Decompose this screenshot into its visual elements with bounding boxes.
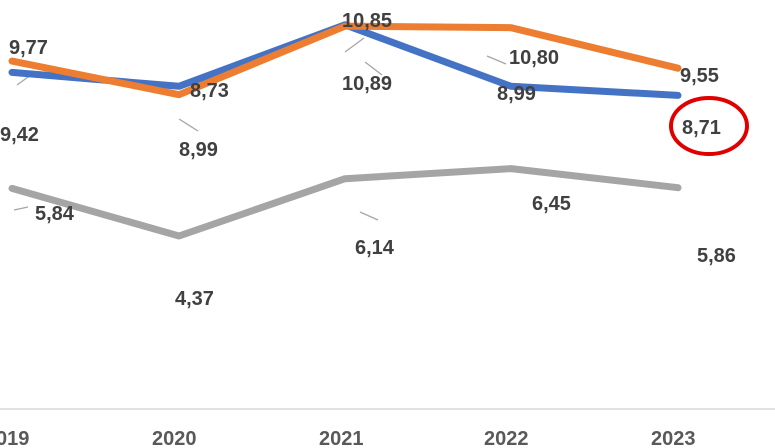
data-labels: 9,42 8,99 10,89 8,99 8,71 9,77 8,73 10,85 10,80 9… bbox=[0, 10, 736, 310]
series-lines bbox=[8, 21, 682, 240]
data-label: 8,99 bbox=[179, 139, 218, 161]
data-label: 6,45 bbox=[532, 193, 571, 215]
x-tick-label: 2023 bbox=[651, 428, 696, 448]
series-line-3 bbox=[8, 165, 682, 240]
x-axis-ticks: 019 2020 2021 2022 2023 bbox=[0, 428, 696, 448]
data-label: 8,73 bbox=[190, 80, 229, 102]
leader-line bbox=[364, 61, 383, 76]
leader-lines bbox=[13, 37, 507, 221]
data-label: 8,99 bbox=[497, 83, 536, 105]
x-tick-label: 019 bbox=[0, 428, 29, 448]
data-label: 10,80 bbox=[509, 47, 559, 69]
x-tick-label: 2022 bbox=[484, 428, 529, 448]
data-label: 10,85 bbox=[342, 10, 392, 32]
x-tick-label: 2021 bbox=[319, 428, 364, 448]
data-label: 9,77 bbox=[9, 37, 48, 59]
data-label: 4,37 bbox=[175, 288, 214, 310]
data-label: 9,42 bbox=[0, 124, 39, 146]
data-label: 9,55 bbox=[680, 65, 719, 87]
x-tick-label: 2020 bbox=[152, 428, 197, 448]
data-label: 8,71 bbox=[682, 117, 721, 139]
leader-line bbox=[178, 118, 199, 132]
leader-line bbox=[359, 211, 379, 221]
data-label: 10,89 bbox=[342, 73, 392, 95]
data-label: 5,86 bbox=[697, 245, 736, 267]
leader-line bbox=[13, 206, 29, 211]
data-label: 6,14 bbox=[355, 237, 395, 259]
highlight-ellipse bbox=[669, 96, 749, 156]
leader-line bbox=[344, 37, 365, 53]
leader-line bbox=[486, 55, 507, 65]
series-line-2 bbox=[8, 22, 682, 99]
data-label: 5,84 bbox=[35, 203, 75, 225]
